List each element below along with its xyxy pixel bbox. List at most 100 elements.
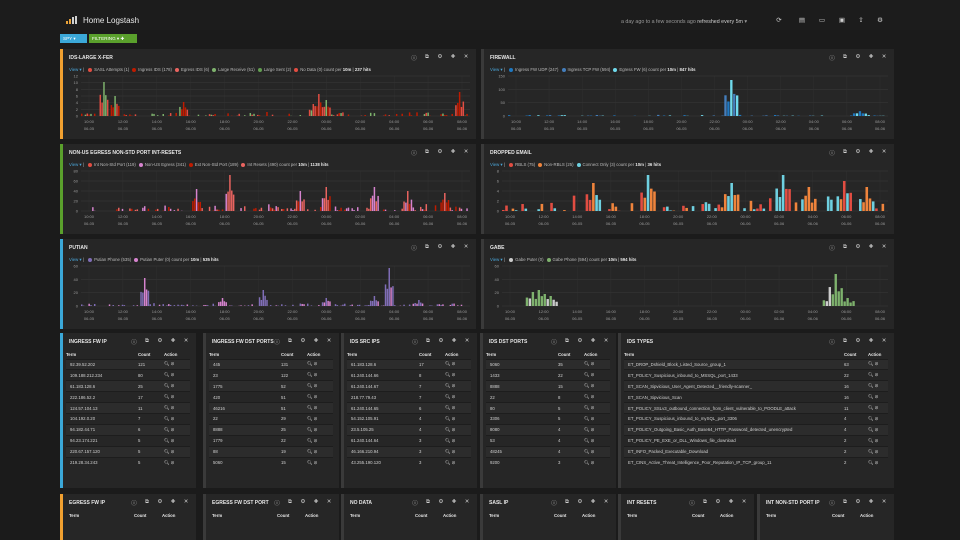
term-cell[interactable]: 218.77.79.43 xyxy=(347,391,419,403)
filter-action-icons[interactable]: 🔍︎ ⊘ xyxy=(445,434,471,447)
term-cell[interactable]: ET_DROP_Dshield_Block_Listed_Source_grou… xyxy=(624,358,844,370)
term-cell[interactable]: 61.240.144.67 xyxy=(347,380,419,392)
term-column-header[interactable]: Term xyxy=(486,351,497,357)
close-icon[interactable]: ✕ xyxy=(463,54,469,60)
close-icon[interactable]: ✕ xyxy=(881,338,887,344)
legend-entry[interactable]: Egress FW (6) xyxy=(619,67,648,72)
filter-action-icons[interactable]: 🔍︎ ⊘ xyxy=(307,434,333,447)
close-icon[interactable]: ✕ xyxy=(326,338,332,344)
add-icon[interactable]: ✚ xyxy=(451,338,457,344)
legend-entry[interactable]: Egress IDS (6) xyxy=(180,67,210,72)
filter-action-icons[interactable]: 🔍︎ ⊘ xyxy=(445,358,471,370)
info-icon[interactable]: ⓘ xyxy=(829,340,835,346)
inspect-icon[interactable]: ⧉ xyxy=(703,499,707,505)
add-icon[interactable]: ✚ xyxy=(313,338,319,344)
term-cell[interactable]: 420 xyxy=(209,391,281,403)
filter-action-icons[interactable]: 🔍︎ ⊘ xyxy=(307,380,333,392)
term-cell[interactable]: 8888 xyxy=(486,380,558,392)
legend-entry[interactable]: Putian Puter (0) xyxy=(140,257,171,262)
gear-icon[interactable]: ⚙ xyxy=(437,54,443,60)
filter-action-icons[interactable]: 🔍︎ ⊘ xyxy=(164,402,190,414)
inspect-icon[interactable]: ⧉ xyxy=(288,338,292,344)
view-dropdown[interactable]: View ▾ xyxy=(69,257,82,262)
close-icon[interactable]: ✕ xyxy=(183,499,189,505)
legend-entry[interactable]: Large Receive (51) xyxy=(218,67,255,72)
add-icon[interactable]: ✚ xyxy=(728,499,734,505)
gear-icon[interactable]: ⚙ xyxy=(300,499,306,505)
info-icon[interactable]: ⓘ xyxy=(551,340,557,346)
term-cell[interactable]: 1433 xyxy=(486,369,558,381)
close-icon[interactable]: ✕ xyxy=(603,499,609,505)
term-cell[interactable]: 94.23.174.221 xyxy=(66,434,138,447)
filter-action-icons[interactable]: 🔍︎ ⊘ xyxy=(584,456,610,468)
gear-icon[interactable]: ⚙ xyxy=(715,499,721,505)
info-icon[interactable]: ⓘ xyxy=(551,501,557,507)
view-dropdown[interactable]: View ▾ xyxy=(490,67,503,72)
term-column-header[interactable]: Term xyxy=(624,351,635,357)
filter-action-icons[interactable]: 🔍︎ ⊘ xyxy=(164,369,190,381)
info-icon[interactable]: ⓘ xyxy=(829,501,835,507)
dashboard-title[interactable]: Home Logstash xyxy=(83,16,140,25)
count-column-header[interactable]: Count xyxy=(277,513,290,518)
filter-action-icons[interactable]: 🔍︎ ⊘ xyxy=(868,369,888,381)
gear-icon[interactable]: ⚙ xyxy=(438,338,444,344)
filter-action-icons[interactable]: 🔍︎ ⊘ xyxy=(164,412,190,425)
add-icon[interactable]: ✚ xyxy=(868,149,874,155)
filtering-pill[interactable]: FILTERING ▾ ✚ xyxy=(89,34,137,43)
term-column-header[interactable]: Term xyxy=(627,513,638,518)
info-icon[interactable]: ⓘ xyxy=(131,340,137,346)
filter-action-icons[interactable]: 🔍︎ ⊘ xyxy=(584,434,610,447)
legend-entry[interactable]: Ingress TCP FW (594) xyxy=(567,67,611,72)
legend-entry[interactable]: RBLS (75) xyxy=(515,162,536,167)
term-cell[interactable]: ET_POLICY_Suspicious_inbound_to_mySQL_po… xyxy=(624,412,844,425)
filter-action-icons[interactable]: 🔍︎ ⊘ xyxy=(307,456,333,468)
term-cell[interactable]: 8888 xyxy=(209,423,281,436)
filter-action-icons[interactable]: 🔍︎ ⊘ xyxy=(445,380,471,392)
count-column-header[interactable]: Count xyxy=(832,513,845,518)
inspect-icon[interactable]: ⧉ xyxy=(425,244,429,250)
term-cell[interactable]: 219.28.34.243 xyxy=(66,456,138,468)
legend-entry[interactable]: Connect Only (3) xyxy=(582,162,616,167)
term-cell[interactable]: 61.240.144.65 xyxy=(347,402,419,414)
term-cell[interactable]: 53 xyxy=(486,434,558,447)
view-dropdown[interactable]: View ▾ xyxy=(69,162,82,167)
add-icon[interactable]: ✚ xyxy=(313,499,319,505)
term-cell[interactable]: 5060 xyxy=(209,456,281,468)
term-cell[interactable]: ET_INFO_Packed_Executable_Download xyxy=(624,445,844,458)
filter-action-icons[interactable]: 🔍︎ ⊘ xyxy=(307,391,333,403)
gear-icon[interactable]: ⚙ xyxy=(855,499,861,505)
gear-icon[interactable]: ⚙ xyxy=(437,149,443,155)
inspect-icon[interactable]: ⧉ xyxy=(843,149,847,155)
legend-entry[interactable]: Gabe Phone (594) xyxy=(552,257,588,262)
close-icon[interactable]: ✕ xyxy=(603,338,609,344)
filter-action-icons[interactable]: 🔍︎ ⊘ xyxy=(584,402,610,414)
filter-action-icons[interactable]: 🔍︎ ⊘ xyxy=(584,423,610,436)
term-cell[interactable]: ET_POLICY_PE_EXE_or_DLL_Windows_file_dow… xyxy=(624,434,844,447)
info-icon[interactable]: ⓘ xyxy=(274,340,280,346)
term-cell[interactable]: 46216 xyxy=(209,402,281,414)
inspect-icon[interactable]: ⧉ xyxy=(426,499,430,505)
gear-icon[interactable]: ⚙ xyxy=(855,54,861,60)
filter-action-icons[interactable]: 🔍︎ ⊘ xyxy=(584,412,610,425)
inspect-icon[interactable]: ⧉ xyxy=(843,54,847,60)
term-cell[interactable]: ET_SCAN_Sipvicious_Scan xyxy=(624,391,844,403)
folder-open-icon[interactable]: ▤ xyxy=(798,17,806,24)
term-column-header[interactable]: Term xyxy=(489,513,500,518)
inspect-icon[interactable]: ⧉ xyxy=(843,338,847,344)
inspect-icon[interactable]: ⧉ xyxy=(426,338,430,344)
term-column-header[interactable]: Term xyxy=(766,513,777,518)
filter-action-icons[interactable]: 🔍︎ ⊘ xyxy=(307,445,333,458)
add-icon[interactable]: ✚ xyxy=(170,499,176,505)
filter-action-icons[interactable]: 🔍︎ ⊘ xyxy=(164,423,190,436)
view-dropdown[interactable]: View ▾ xyxy=(490,162,503,167)
term-cell[interactable]: 445 xyxy=(209,358,281,370)
filter-action-icons[interactable]: 🔍︎ ⊘ xyxy=(307,402,333,414)
close-icon[interactable]: ✕ xyxy=(326,499,332,505)
filter-action-icons[interactable]: 🔍︎ ⊘ xyxy=(868,358,888,370)
count-column-header[interactable]: Count xyxy=(138,351,151,357)
close-icon[interactable]: ✕ xyxy=(881,244,887,250)
filter-action-icons[interactable]: 🔍︎ ⊘ xyxy=(164,380,190,392)
info-icon[interactable]: ⓘ xyxy=(411,246,417,252)
info-icon[interactable]: ⓘ xyxy=(411,151,417,157)
filter-action-icons[interactable]: 🔍︎ ⊘ xyxy=(164,391,190,403)
